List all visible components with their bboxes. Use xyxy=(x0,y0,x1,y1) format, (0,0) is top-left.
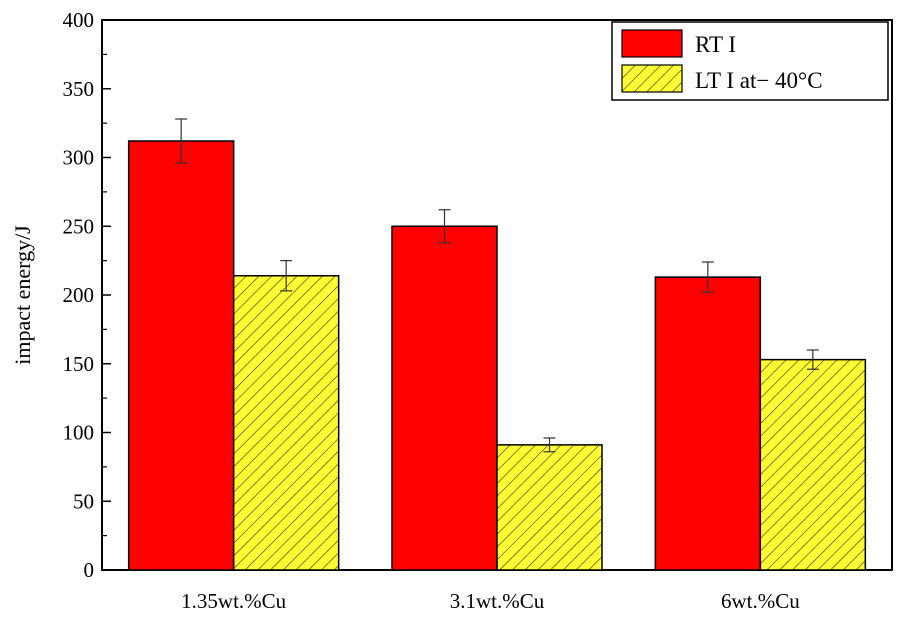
bars-group xyxy=(127,140,867,571)
x-tick-label: 3.1wt.%Cu xyxy=(450,589,545,613)
y-axis-ticks: 0 50 100 150 200 250 300 350 400 xyxy=(63,8,111,582)
x-tick-label: 1.35wt.%Cu xyxy=(181,589,287,613)
legend: RT I LT I at− 40°C xyxy=(611,21,889,101)
y-tick-label: 400 xyxy=(63,8,95,32)
y-tick-label: 200 xyxy=(63,283,95,307)
legend-swatch-rt-i xyxy=(621,29,683,58)
bar-rt-i-0 xyxy=(127,140,235,571)
bar-rt-i-2 xyxy=(654,276,762,571)
bar-lt-i-1 xyxy=(496,444,603,571)
error-bars-group xyxy=(175,118,819,453)
x-axis-tick-labels: 1.35wt.%Cu 3.1wt.%Cu 6wt.%Cu xyxy=(181,561,800,613)
x-tick-label: 6wt.%Cu xyxy=(721,589,800,613)
y-tick-label: 300 xyxy=(63,146,95,170)
y-tick-label: 350 xyxy=(63,77,95,101)
bar-lt-i-0 xyxy=(232,275,340,571)
y-tick-label: 150 xyxy=(63,352,95,376)
y-axis-title: impact energy/J xyxy=(10,225,35,365)
y-tick-label: 50 xyxy=(73,489,94,513)
bar-lt-i-2 xyxy=(759,358,867,571)
legend-label-rt-i: RT I xyxy=(695,32,736,57)
y-tick-label: 250 xyxy=(63,214,95,238)
y-tick-label: 100 xyxy=(63,421,95,445)
legend-label-lt-i: LT I at− 40°C xyxy=(695,68,823,93)
y-tick-label: 0 xyxy=(84,558,95,582)
legend-swatch-lt-i xyxy=(621,64,683,93)
bar-rt-i-1 xyxy=(391,225,498,571)
